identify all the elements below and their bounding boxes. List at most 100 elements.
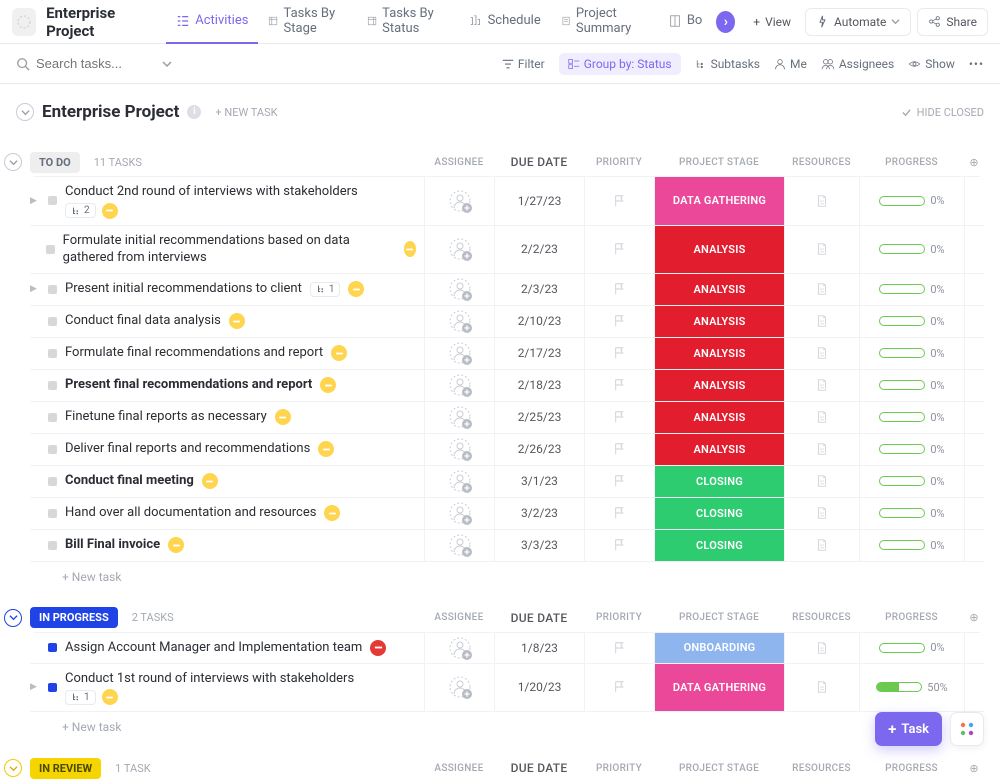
progress-cell[interactable]: 0% [859,177,964,225]
due-date-cell[interactable]: 3/1/23 [494,466,584,497]
priority-urgent-icon[interactable] [370,640,386,656]
add-column-button[interactable]: ⊕ [964,762,984,775]
task-name[interactable]: Formulate initial recommendations based … [63,232,396,267]
task-row[interactable]: ▶ Conduct final data analysis 2/10/23 AN… [30,306,984,338]
col-assignee[interactable]: ASSIGNEE [424,763,494,774]
progress-cell[interactable]: 0% [859,466,964,497]
more-views-button[interactable]: › [716,11,735,33]
col-resources[interactable]: RESOURCES [784,612,859,623]
add-column-button[interactable]: ⊕ [964,156,984,169]
task-row[interactable]: ▶ Hand over all documentation and resour… [30,498,984,530]
expand-caret-icon[interactable]: ▶ [30,284,40,294]
task-row[interactable]: ▶ Deliver final reports and recommendati… [30,434,984,466]
resources-cell[interactable] [784,664,859,712]
priority-cell[interactable] [584,306,654,337]
priority-cell[interactable] [584,664,654,712]
due-date-cell[interactable]: 1/20/23 [494,664,584,712]
status-square-icon[interactable] [48,643,57,652]
workspace-logo[interactable] [12,8,36,36]
assignee-cell[interactable] [424,370,494,401]
progress-cell[interactable]: 0% [859,370,964,401]
col-due-date[interactable]: DUE DATE [494,611,584,625]
collapse-project-button[interactable] [16,103,34,121]
assignee-cell[interactable] [424,498,494,529]
col-project-stage[interactable]: PROJECT STAGE [654,612,784,623]
resources-cell[interactable] [784,498,859,529]
priority-cell[interactable] [584,498,654,529]
priority-cell[interactable] [584,177,654,225]
col-progress[interactable]: PROGRESS [859,157,964,168]
priority-normal-icon[interactable] [102,689,118,705]
new-task-row-button[interactable]: + New task [30,712,984,738]
col-priority[interactable]: PRIORITY [584,157,654,168]
col-resources[interactable]: RESOURCES [784,763,859,774]
add-column-button[interactable]: ⊕ [964,611,984,624]
progress-cell[interactable]: 0% [859,402,964,433]
task-name[interactable]: Deliver final reports and recommendation… [65,440,310,458]
status-square-icon[interactable] [46,245,55,254]
task-row[interactable]: ▶ Formulate initial recommendations base… [30,226,984,274]
task-row[interactable]: ▶ Finetune final reports as necessary 2/… [30,402,984,434]
priority-cell[interactable] [584,402,654,433]
view-tab[interactable]: Tasks By Stage [258,0,357,44]
status-square-icon[interactable] [48,413,57,422]
assignee-cell[interactable] [424,177,494,225]
task-name[interactable]: Conduct final meeting [65,472,194,490]
task-row[interactable]: ▶ Conduct 2nd round of interviews with s… [30,176,984,226]
task-name[interactable]: Conduct final data analysis [65,312,221,330]
priority-normal-icon[interactable] [348,281,364,297]
hide-closed-button[interactable]: HIDE CLOSED [901,106,984,119]
view-tab[interactable]: Activities [166,0,258,44]
new-task-button[interactable]: + NEW TASK [215,106,277,119]
search-wrap[interactable] [16,56,186,71]
task-row[interactable]: ▶ Present initial recommendations to cli… [30,274,984,306]
project-title[interactable]: Enterprise Project [46,4,150,40]
priority-cell[interactable] [584,633,654,663]
progress-cell[interactable]: 0% [859,633,964,663]
priority-cell[interactable] [584,338,654,369]
priority-normal-icon[interactable] [275,409,291,425]
due-date-cell[interactable]: 2/3/23 [494,274,584,305]
resources-cell[interactable] [784,338,859,369]
task-name[interactable]: Present initial recommendations to clien… [65,280,302,298]
status-square-icon[interactable] [48,683,57,692]
task-row[interactable]: ▶ Conduct 1st round of interviews with s… [30,664,984,713]
assignee-cell[interactable] [424,664,494,712]
status-chip[interactable]: TO DO [30,152,80,173]
resources-cell[interactable] [784,434,859,465]
subtask-count-chip[interactable]: 2 [65,203,96,218]
task-row[interactable]: ▶ Bill Final invoice 3/3/23 CLOSING 0% [30,530,984,562]
progress-cell[interactable]: 0% [859,226,964,273]
assignee-cell[interactable] [424,306,494,337]
resources-cell[interactable] [784,530,859,561]
apps-fab[interactable] [950,712,984,746]
info-icon[interactable]: i [187,105,201,119]
stage-cell[interactable]: CLOSING [654,466,784,497]
resources-cell[interactable] [784,370,859,401]
due-date-cell[interactable]: 2/26/23 [494,434,584,465]
stage-cell[interactable]: ANALYSIS [654,402,784,433]
task-name[interactable]: Hand over all documentation and resource… [65,504,316,522]
assignee-cell[interactable] [424,402,494,433]
col-assignee[interactable]: ASSIGNEE [424,157,494,168]
priority-normal-icon[interactable] [320,377,336,393]
priority-normal-icon[interactable] [324,505,340,521]
view-tab[interactable]: Schedule [459,0,551,44]
resources-cell[interactable] [784,306,859,337]
col-priority[interactable]: PRIORITY [584,612,654,623]
priority-cell[interactable] [584,434,654,465]
status-chip[interactable]: IN PROGRESS [30,607,118,628]
due-date-cell[interactable]: 2/17/23 [494,338,584,369]
search-input[interactable] [36,56,156,71]
task-name[interactable]: Conduct 1st round of interviews with sta… [65,670,354,688]
due-date-cell[interactable]: 2/25/23 [494,402,584,433]
col-project-stage[interactable]: PROJECT STAGE [654,763,784,774]
task-row[interactable]: ▶ Formulate final recommendations and re… [30,338,984,370]
progress-cell[interactable]: 50% [859,664,964,712]
due-date-cell[interactable]: 2/10/23 [494,306,584,337]
priority-cell[interactable] [584,370,654,401]
status-square-icon[interactable] [48,349,57,358]
priority-normal-icon[interactable] [404,241,416,257]
assignee-cell[interactable] [424,530,494,561]
resources-cell[interactable] [784,274,859,305]
